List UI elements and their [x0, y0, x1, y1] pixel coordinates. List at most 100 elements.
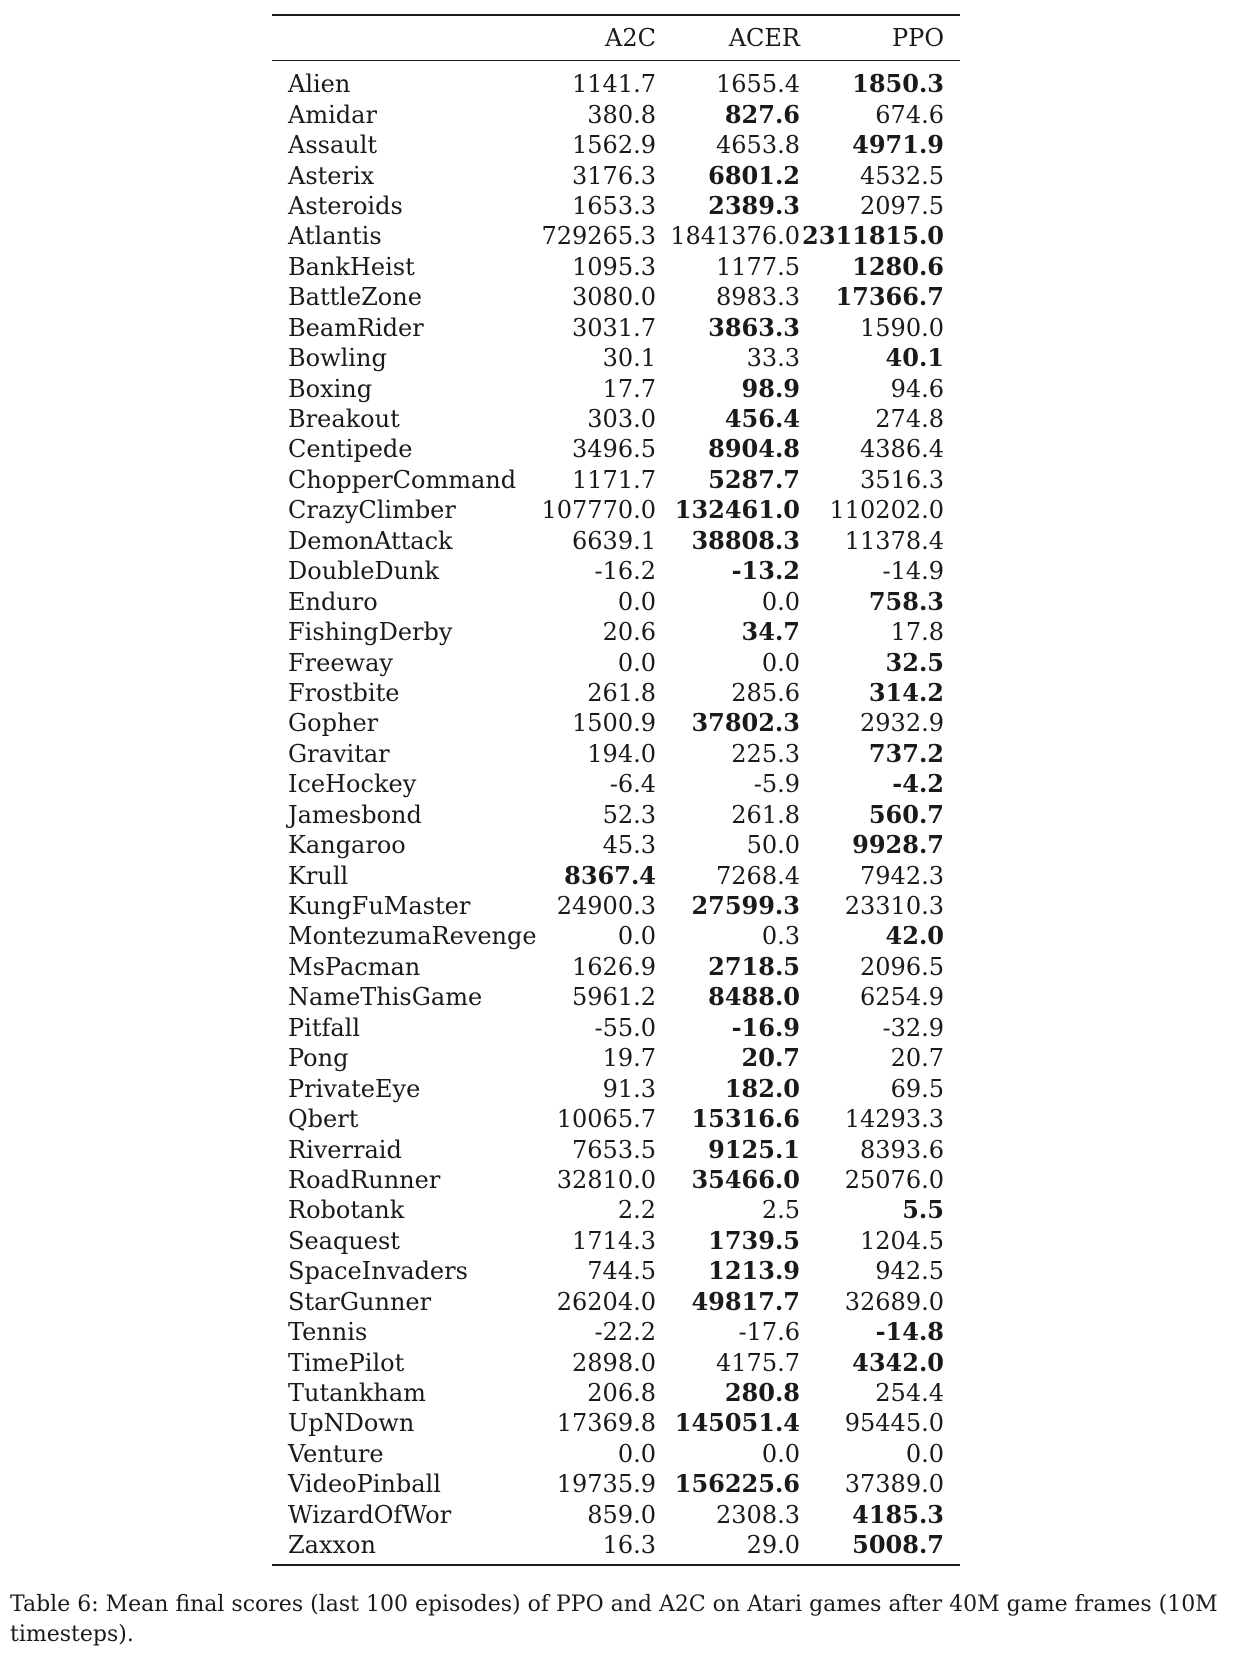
- header-acer: ACER: [728, 24, 800, 52]
- ppo-score-cell: 314.2: [868, 677, 944, 707]
- acer-score-cell: 156225.6: [674, 1469, 800, 1499]
- table-row: Pong 19.7 20.7 20.7: [272, 1043, 960, 1073]
- game-name-cell: VideoPinball: [288, 1470, 441, 1499]
- table-row: Asterix 3176.3 6801.2 4532.5: [272, 160, 960, 190]
- table-row: Riverraid 7653.5 9125.1 8393.6: [272, 1134, 960, 1164]
- table-row: PrivateEye 91.3 182.0 69.5: [272, 1073, 960, 1103]
- table-row: BankHeist 1095.3 1177.5 1280.6: [272, 252, 960, 282]
- a2c-score-cell: 1171.7: [572, 465, 656, 494]
- acer-score-cell: 2308.3: [716, 1500, 800, 1529]
- ppo-score-cell: 20.7: [890, 1044, 944, 1073]
- ppo-score-cell: 69.5: [890, 1074, 944, 1103]
- ppo-score-cell: -32.9: [882, 1013, 944, 1042]
- acer-score-cell: 2.5: [761, 1196, 800, 1225]
- a2c-score-cell: 16.3: [602, 1531, 656, 1560]
- table-row: VideoPinball 19735.9 156225.6 37389.0: [272, 1469, 960, 1499]
- table-row: KungFuMaster 24900.3 27599.3 23310.3: [272, 891, 960, 921]
- ppo-score-cell: 4185.3: [852, 1499, 944, 1529]
- ppo-score-cell: 14293.3: [844, 1105, 944, 1134]
- a2c-score-cell: 17369.8: [556, 1409, 656, 1438]
- game-name-cell: Boxing: [288, 374, 373, 403]
- ppo-score-cell: 274.8: [875, 405, 944, 434]
- table-row: SpaceInvaders 744.5 1213.9 942.5: [272, 1256, 960, 1286]
- acer-score-cell: 8904.8: [708, 434, 800, 464]
- game-name-cell: Seaquest: [288, 1226, 400, 1255]
- game-name-cell: DoubleDunk: [288, 557, 440, 586]
- acer-score-cell: 8488.0: [708, 982, 800, 1012]
- a2c-score-cell: 0.0: [617, 587, 656, 616]
- acer-score-cell: 49817.7: [691, 1286, 800, 1316]
- acer-score-cell: 20.7: [741, 1043, 800, 1073]
- acer-score-cell: 2389.3: [708, 190, 800, 220]
- game-name-cell: SpaceInvaders: [288, 1257, 468, 1286]
- game-name-cell: DemonAttack: [288, 526, 453, 555]
- ppo-score-cell: 1590.0: [860, 313, 944, 342]
- table-row: Krull 8367.4 7268.4 7942.3: [272, 860, 960, 890]
- game-name-cell: Pong: [288, 1044, 349, 1073]
- acer-score-cell: 182.0: [724, 1073, 800, 1103]
- a2c-score-cell: 30.1: [602, 344, 656, 373]
- acer-score-cell: 827.6: [724, 99, 800, 129]
- a2c-score-cell: 7653.5: [572, 1135, 656, 1164]
- a2c-score-cell: 206.8: [587, 1379, 656, 1408]
- game-name-cell: BankHeist: [288, 252, 415, 281]
- ppo-score-cell: 37389.0: [844, 1470, 944, 1499]
- table-row: Venture 0.0 0.0 0.0: [272, 1439, 960, 1469]
- table-row: TimePilot 2898.0 4175.7 4342.0: [272, 1347, 960, 1377]
- a2c-score-cell: 6639.1: [572, 526, 656, 555]
- acer-score-cell: 9125.1: [708, 1134, 800, 1164]
- ppo-score-cell: 3516.3: [860, 465, 944, 494]
- ppo-score-cell: 95445.0: [844, 1409, 944, 1438]
- game-name-cell: Assault: [288, 131, 378, 160]
- game-name-cell: WizardOfWor: [288, 1500, 452, 1529]
- game-name-cell: BeamRider: [288, 313, 424, 342]
- acer-score-cell: 4653.8: [716, 131, 800, 160]
- table-row: IceHockey -6.4 -5.9 -4.2: [272, 769, 960, 799]
- ppo-score-cell: 0.0: [905, 1439, 944, 1468]
- a2c-score-cell: 5961.2: [572, 983, 656, 1012]
- acer-score-cell: 38808.3: [691, 525, 800, 555]
- acer-score-cell: 3863.3: [708, 312, 800, 342]
- acer-score-cell: 4175.7: [716, 1348, 800, 1377]
- a2c-score-cell: 1714.3: [572, 1226, 656, 1255]
- game-name-cell: Venture: [288, 1439, 384, 1468]
- game-name-cell: Gravitar: [288, 739, 390, 768]
- ppo-score-cell: 560.7: [868, 799, 944, 829]
- a2c-score-cell: -16.2: [594, 557, 656, 586]
- a2c-score-cell: 107770.0: [541, 496, 656, 525]
- table-row: Breakout 303.0 456.4 274.8: [272, 404, 960, 434]
- table-row: Assault 1562.9 4653.8 4971.9: [272, 130, 960, 160]
- ppo-score-cell: 254.4: [875, 1379, 944, 1408]
- a2c-score-cell: 3031.7: [572, 313, 656, 342]
- table-row: Seaquest 1714.3 1739.5 1204.5: [272, 1226, 960, 1256]
- table-row: Gravitar 194.0 225.3 737.2: [272, 739, 960, 769]
- game-name-cell: Alien: [288, 70, 351, 99]
- a2c-score-cell: 91.3: [602, 1074, 656, 1103]
- table-row: BeamRider 3031.7 3863.3 1590.0: [272, 313, 960, 343]
- ppo-score-cell: 17366.7: [835, 282, 944, 312]
- ppo-score-cell: 5.5: [902, 1195, 944, 1225]
- table-row: Asteroids 1653.3 2389.3 2097.5: [272, 191, 960, 221]
- ppo-score-cell: 737.2: [868, 738, 944, 768]
- table-row: Frostbite 261.8 285.6 314.2: [272, 678, 960, 708]
- game-name-cell: Riverraid: [288, 1135, 402, 1164]
- table-row: UpNDown 17369.8 145051.4 95445.0: [272, 1408, 960, 1438]
- ppo-score-cell: 4971.9: [852, 130, 944, 160]
- game-name-cell: Enduro: [288, 587, 378, 616]
- a2c-score-cell: 380.8: [587, 100, 656, 129]
- game-name-cell: IceHockey: [288, 770, 417, 799]
- a2c-score-cell: 744.5: [587, 1257, 656, 1286]
- ppo-score-cell: 94.6: [890, 374, 944, 403]
- acer-score-cell: 0.0: [761, 648, 800, 677]
- game-name-cell: Tutankham: [288, 1379, 426, 1408]
- acer-score-cell: 225.3: [731, 739, 800, 768]
- ppo-score-cell: 2097.5: [860, 191, 944, 220]
- game-name-cell: Amidar: [288, 100, 377, 129]
- ppo-score-cell: 6254.9: [860, 983, 944, 1012]
- table-body: Alien 1141.7 1655.4 1850.3 Amidar 380.8 827.6 6…: [272, 61, 960, 1566]
- ppo-score-cell: 25076.0: [844, 1165, 944, 1194]
- a2c-score-cell: 24900.3: [556, 892, 656, 921]
- table-row: Tennis -22.2 -17.6 -14.8: [272, 1317, 960, 1347]
- a2c-score-cell: 2.2: [617, 1196, 656, 1225]
- a2c-score-cell: 17.7: [602, 374, 656, 403]
